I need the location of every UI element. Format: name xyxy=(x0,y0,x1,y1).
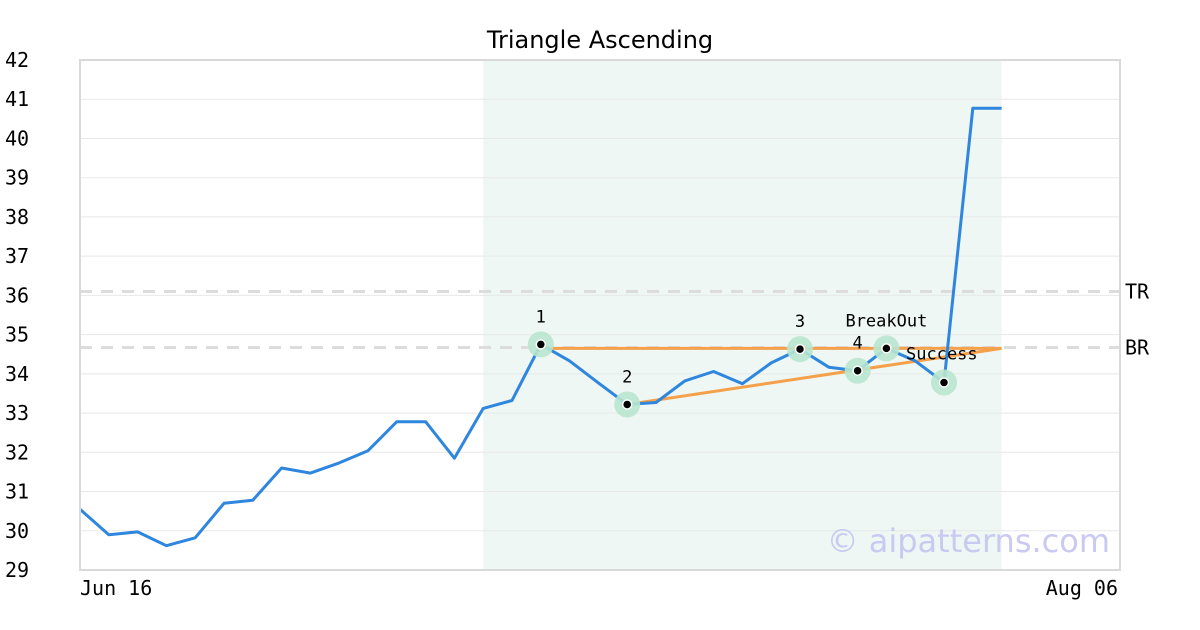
reference-label-br: BR xyxy=(1125,336,1150,360)
grid-lines xyxy=(80,98,1120,532)
pattern-marker-point xyxy=(938,377,950,388)
pattern-marker-point xyxy=(852,365,863,376)
y-axis-ticks: 29 30 31 32 33 34 35 36 37 38 39 40 41 42 xyxy=(5,48,29,582)
pattern-markers xyxy=(527,331,957,418)
pattern-label: 1 xyxy=(536,307,546,327)
pattern-label: 2 xyxy=(622,367,632,387)
pattern-label: BreakOut xyxy=(845,311,927,331)
y-tick-label: 32 xyxy=(5,440,29,464)
highlight-rect xyxy=(483,60,1002,570)
pattern-highlight-region xyxy=(483,60,1002,570)
pattern-marker-point xyxy=(794,343,806,355)
trend-line xyxy=(626,346,1002,406)
y-tick-label: 29 xyxy=(5,558,29,582)
pattern-label: 4 xyxy=(852,334,862,354)
plot-frame xyxy=(79,59,1121,571)
x-tick-label: Aug 06 xyxy=(1046,576,1118,600)
y-tick-label: 34 xyxy=(5,362,29,386)
y-tick-label: 37 xyxy=(5,244,29,268)
pattern-marker-point xyxy=(881,343,892,354)
pattern-label: Success xyxy=(906,344,978,364)
pattern-label: 3 xyxy=(795,312,805,332)
y-tick-label: 39 xyxy=(5,166,29,190)
y-tick-label: 33 xyxy=(5,401,29,425)
y-tick-label: 38 xyxy=(5,205,29,229)
pattern-marker-point xyxy=(535,339,547,350)
watermark: © aipatterns.com xyxy=(827,522,1110,560)
y-tick-label: 42 xyxy=(5,48,29,72)
y-tick-label: 36 xyxy=(5,283,29,307)
y-tick-label: 40 xyxy=(5,126,29,150)
reference-label-tr: TR xyxy=(1125,279,1150,303)
x-tick-label: Jun 16 xyxy=(80,576,152,600)
pattern-labels: 1 2 3 4 BreakOut Success xyxy=(536,307,978,387)
pattern-marker-point xyxy=(621,399,633,410)
y-tick-label: 31 xyxy=(5,480,29,504)
trend-lines xyxy=(540,346,1002,406)
y-tick-label: 41 xyxy=(5,87,29,111)
y-tick-label: 35 xyxy=(5,323,29,347)
x-axis-ticks: Jun 16 Aug 06 xyxy=(80,576,1118,600)
y-tick-label: 30 xyxy=(5,519,29,543)
chart-title: Triangle Ascending xyxy=(486,26,713,54)
